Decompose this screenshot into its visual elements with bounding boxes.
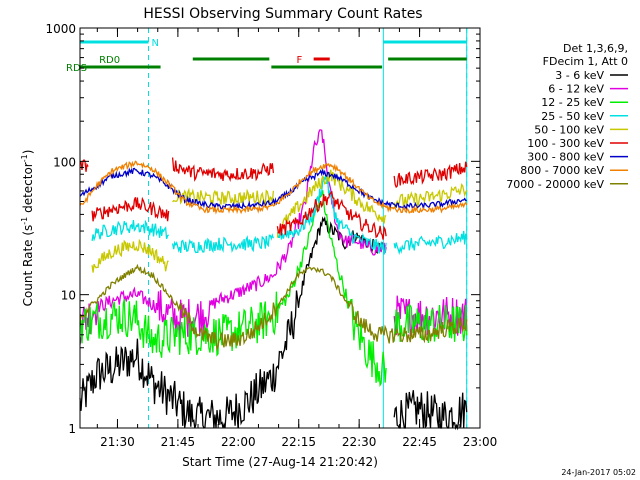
x-tick-label: 23:00 — [463, 435, 498, 449]
series-line-0-1 — [394, 390, 467, 428]
series-line-3-0 — [92, 220, 169, 241]
chart-title: HESSI Observing Summary Count Rates — [143, 6, 422, 22]
flag-label-f: F — [296, 55, 302, 66]
legend-label-0: 3 - 6 keV — [555, 69, 604, 82]
legend-label-3: 25 - 50 keV — [541, 110, 604, 123]
y-tick-label: 1 — [68, 422, 76, 436]
legend-label-2: 12 - 25 keV — [541, 96, 604, 109]
x-tick-label: 22:45 — [402, 435, 437, 449]
legend-header-line-1: Det 1,3,6,9, — [563, 42, 628, 55]
flag-label-n: N — [151, 38, 158, 49]
series-layer — [80, 130, 467, 428]
footer-date: 24-Jan-2017 05:02 — [561, 468, 636, 477]
x-tick-label: 22:00 — [221, 435, 256, 449]
legend-label-8: 7000 - 20000 keV — [506, 178, 604, 191]
x-axis-label: Start Time (27-Aug-14 21:20:42) — [182, 455, 378, 469]
x-tick-label: 22:30 — [342, 435, 377, 449]
x-tick-label: 21:30 — [100, 435, 135, 449]
legend: Det 1,3,6,9, FDecim 1, Att 0 3 - 6 keV6 … — [506, 42, 628, 191]
y-tick-label: 1000 — [45, 22, 76, 36]
series-line-3-1 — [173, 235, 274, 253]
legend-label-1: 6 - 12 keV — [548, 83, 604, 96]
legend-label-7: 800 - 7000 keV — [520, 164, 604, 177]
series-3 — [92, 175, 467, 254]
y-tick-label: 100 — [53, 155, 76, 169]
legend-label-4: 50 - 100 keV — [534, 123, 604, 136]
series-line-4-0 — [92, 241, 169, 273]
series-line-5-2 — [173, 158, 274, 181]
legend-label-6: 300 - 800 keV — [527, 151, 604, 164]
y-tick-label: 10 — [61, 289, 76, 303]
series-line-3-3 — [394, 231, 467, 253]
series-line-5-4 — [394, 162, 467, 187]
series-line-1-0 — [80, 130, 386, 345]
flag-label-rd0: RD0 — [99, 55, 120, 66]
series-line-5-1 — [92, 197, 169, 221]
legend-header-line-2: FDecim 1, Att 0 — [543, 55, 628, 68]
legend-label-5: 100 - 300 keV — [527, 137, 604, 150]
y-axis-label: Count Rate (s-1 detector-1) — [20, 150, 35, 307]
x-tick-label: 21:45 — [161, 435, 196, 449]
x-tick-label: 22:15 — [281, 435, 316, 449]
